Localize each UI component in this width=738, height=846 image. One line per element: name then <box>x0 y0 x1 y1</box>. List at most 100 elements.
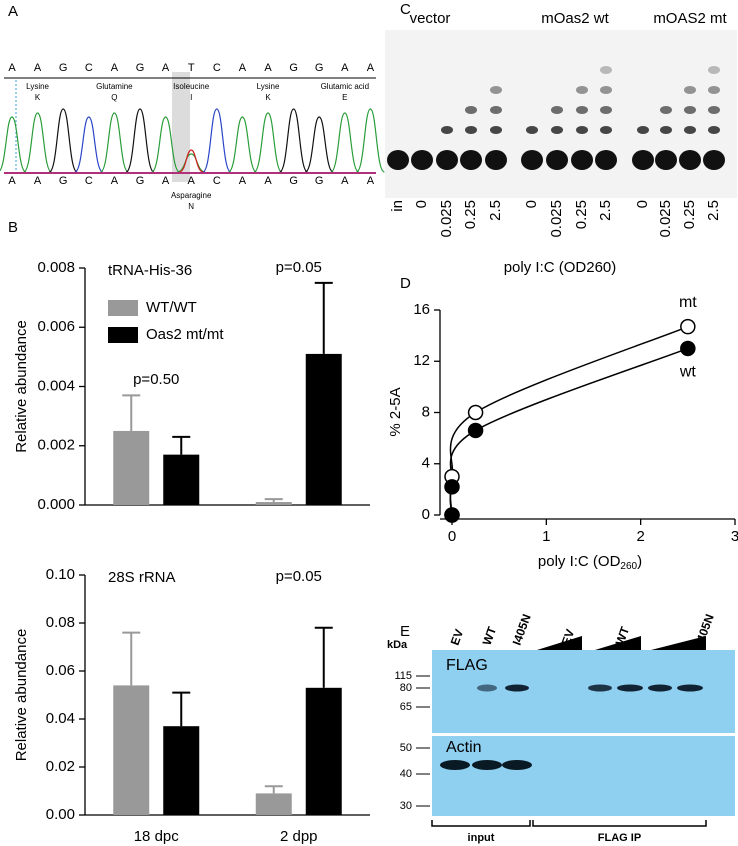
gel-band <box>684 126 696 134</box>
trace-peak <box>355 108 385 173</box>
gel-band <box>490 126 502 134</box>
blot-bands <box>416 636 707 827</box>
gel-band <box>684 106 696 114</box>
chromatogram <box>0 108 385 173</box>
panel-label: E <box>400 623 410 640</box>
amino-acid-code: K <box>35 93 41 102</box>
bar <box>255 793 292 815</box>
lane-label: 0 <box>634 200 651 208</box>
series-label: wt <box>679 364 697 381</box>
gel-band <box>600 126 612 134</box>
gel-band <box>551 126 563 134</box>
amino-acid-name: Glutamine <box>96 82 133 91</box>
blot-band <box>648 684 672 692</box>
sample-base: A <box>264 175 272 187</box>
gel-bands <box>387 66 725 170</box>
trace-peak <box>178 149 204 173</box>
gel-band <box>679 150 701 170</box>
sample-base: C <box>213 175 221 187</box>
sample-base: A <box>239 175 247 187</box>
trace-peak <box>151 116 181 173</box>
reference-base: A <box>239 62 247 74</box>
point <box>680 318 696 335</box>
trace-peak <box>279 108 309 173</box>
gel-band <box>485 150 507 170</box>
sample-base: G <box>136 175 145 187</box>
highlight <box>172 72 190 182</box>
sample-base: A <box>188 175 196 187</box>
lane-label: 2.5 <box>705 200 722 221</box>
gel-band <box>708 86 720 94</box>
sample-base: A <box>111 175 119 187</box>
trace-peak <box>74 116 104 173</box>
gel-band <box>526 126 538 134</box>
error-bar <box>264 498 283 503</box>
amino-acid-code: I <box>190 93 192 102</box>
reference-base: A <box>367 62 375 74</box>
group-label: mOAS2 mt <box>653 10 727 27</box>
y-tick-label: 0.004 <box>37 377 75 394</box>
bar <box>305 353 342 505</box>
lane-label: WT <box>480 624 500 647</box>
gel-band <box>708 66 720 74</box>
sample-base: G <box>289 175 298 187</box>
wedge <box>651 636 706 650</box>
annotation: p=0.50 <box>133 371 179 388</box>
blot-actin <box>432 736 735 816</box>
reference-base: T <box>188 62 195 74</box>
group-label: input <box>468 832 495 844</box>
reference-base: A <box>162 62 170 74</box>
blot-label: Actin <box>446 739 482 756</box>
bar <box>255 502 292 505</box>
bar <box>305 687 342 815</box>
panel-label: B <box>8 219 18 236</box>
lane-label: in <box>389 200 406 212</box>
reference-base: C <box>85 62 93 74</box>
gel-band <box>703 150 725 170</box>
lane-label: 0.25 <box>462 200 479 229</box>
sample-base: A <box>34 175 42 187</box>
gel-band <box>576 106 588 114</box>
group-label: vector <box>410 10 451 27</box>
error-bar <box>122 631 141 686</box>
marker-label: 115 <box>394 670 412 682</box>
x-tick-label: 0 <box>448 528 456 545</box>
blot-flag <box>432 650 735 733</box>
fit-line <box>449 347 689 516</box>
group-label: mOas2 wt <box>541 10 609 27</box>
annotation: p=0.05 <box>276 568 322 585</box>
y-tick-label: 0 <box>422 506 430 523</box>
gel-band <box>708 106 720 114</box>
y-tick-label: 0.008 <box>37 259 75 276</box>
bar <box>113 685 150 815</box>
gel-band <box>600 66 612 74</box>
y-tick-label: 0.00 <box>46 806 75 823</box>
y-tick-label: 0.002 <box>37 437 75 454</box>
gel-band <box>600 106 612 114</box>
reference-base: A <box>341 62 349 74</box>
legend-label: Oas2 mt/mt <box>146 326 224 343</box>
trace-peak <box>125 108 155 173</box>
x-axis-title-part: ) <box>637 553 642 570</box>
lane-label: 0.025 <box>657 200 674 238</box>
marker-label: 30 <box>400 800 412 812</box>
marker-label: 50 <box>400 742 412 754</box>
trace-peak <box>48 108 78 173</box>
wedge <box>537 636 582 650</box>
legend-label: WT/WT <box>146 299 197 316</box>
reference-base: A <box>8 62 16 74</box>
x-axis-title-part: 260 <box>620 561 637 572</box>
error-bar <box>314 626 333 688</box>
y-tick-label: 12 <box>413 352 430 369</box>
trace-peak <box>99 112 129 173</box>
y-tick-label: 0.04 <box>46 710 75 727</box>
lane-label: 0.025 <box>438 200 455 238</box>
blot-band <box>440 760 470 770</box>
gel-band <box>655 150 677 170</box>
y-tick-label: 0.06 <box>46 662 75 679</box>
point <box>467 404 484 421</box>
annotation: p=0.05 <box>276 259 322 276</box>
panel-label: D <box>400 275 411 292</box>
mutant-amino-acid-code: N <box>188 202 194 211</box>
